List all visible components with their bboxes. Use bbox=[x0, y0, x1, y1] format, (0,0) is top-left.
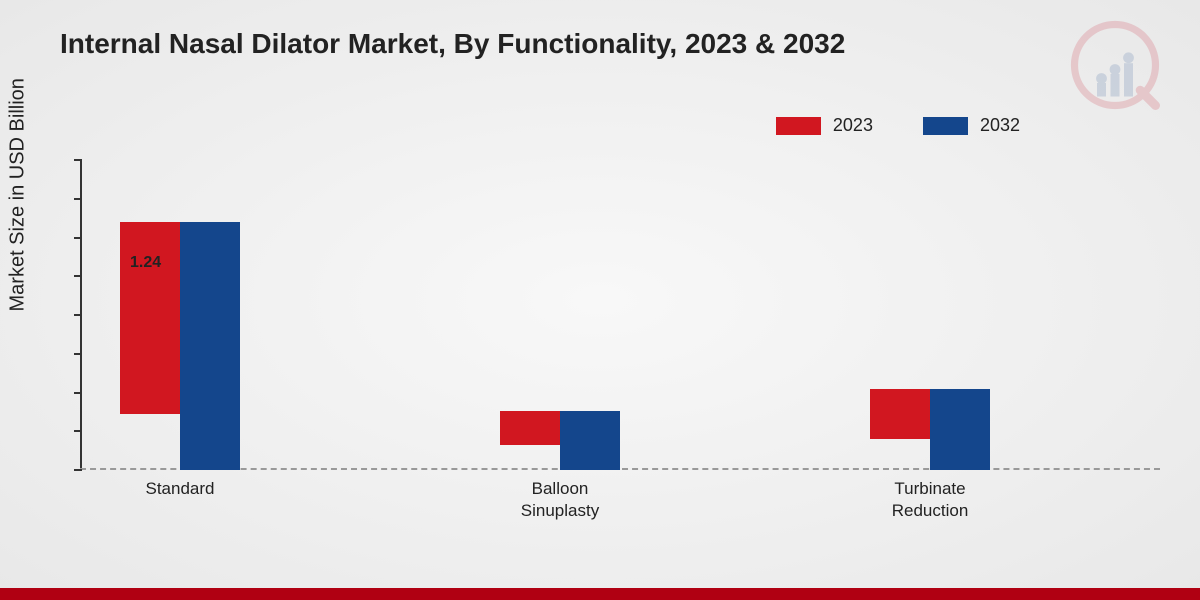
bar-2023 bbox=[870, 389, 930, 439]
legend-item-2032: 2032 bbox=[923, 115, 1020, 136]
y-tick bbox=[74, 237, 82, 239]
bar-2032 bbox=[180, 222, 240, 470]
bar-value-label: 1.24 bbox=[130, 254, 161, 272]
brand-logo bbox=[1070, 20, 1160, 110]
legend-swatch-2023 bbox=[776, 117, 821, 135]
y-axis-label: Market Size in USD Billion bbox=[7, 78, 30, 311]
y-tick bbox=[74, 275, 82, 277]
chart-title: Internal Nasal Dilator Market, By Functi… bbox=[60, 28, 845, 60]
legend-swatch-2032 bbox=[923, 117, 968, 135]
y-tick bbox=[74, 469, 82, 471]
category-label: TurbinateReduction bbox=[840, 478, 1020, 522]
bar-group bbox=[500, 411, 620, 470]
bar-group bbox=[870, 389, 990, 470]
bar-2032 bbox=[560, 411, 620, 470]
baseline bbox=[80, 468, 1160, 470]
category-label: BalloonSinuplasty bbox=[470, 478, 650, 522]
legend-label-2023: 2023 bbox=[833, 115, 873, 136]
bar-2023 bbox=[500, 411, 560, 445]
y-tick bbox=[74, 392, 82, 394]
y-tick bbox=[74, 314, 82, 316]
y-tick bbox=[74, 198, 82, 200]
legend-item-2023: 2023 bbox=[776, 115, 873, 136]
category-label: Standard bbox=[90, 478, 270, 500]
y-tick bbox=[74, 353, 82, 355]
legend-label-2032: 2032 bbox=[980, 115, 1020, 136]
y-tick bbox=[74, 430, 82, 432]
chart-area: 1.24StandardBalloonSinuplastyTurbinateRe… bbox=[80, 160, 1160, 470]
y-tick bbox=[74, 159, 82, 161]
bottom-accent-bar bbox=[0, 588, 1200, 600]
bar-2032 bbox=[930, 389, 990, 470]
legend: 2023 2032 bbox=[776, 115, 1020, 136]
bar-2023 bbox=[120, 222, 180, 414]
